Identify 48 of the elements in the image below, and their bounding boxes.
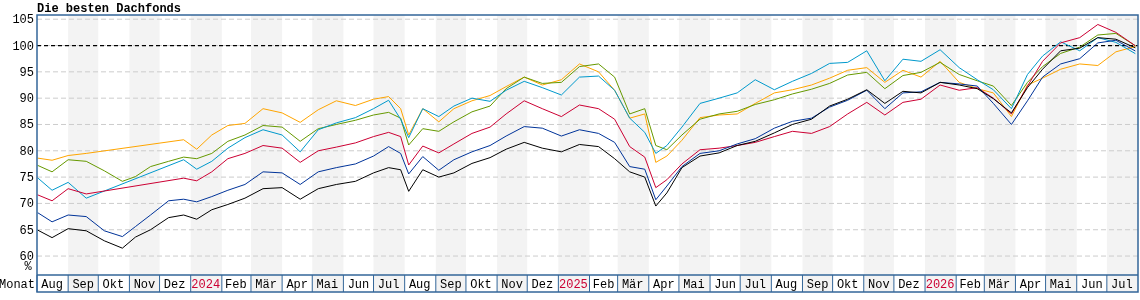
- y-tick-label: 105: [12, 13, 34, 28]
- x-tick-label: Apr: [286, 278, 308, 292]
- line-series: [37, 46, 1136, 163]
- y-tick-label: 100: [12, 39, 34, 54]
- x-tick-label: Jun: [714, 278, 736, 292]
- y-tick-label: 75: [19, 171, 34, 186]
- x-tick-label: Nov: [868, 278, 890, 292]
- x-tick-label: 2024: [191, 278, 221, 292]
- x-tick-label: Nov: [133, 278, 156, 292]
- x-tick-label: Jul: [744, 278, 767, 292]
- x-tick-label: Dez: [898, 278, 920, 292]
- chart-title: Die besten Dachfonds: [37, 2, 182, 16]
- x-tick-label: Feb: [225, 278, 247, 292]
- x-tick-label: Dez: [163, 278, 186, 292]
- x-tick-label: Aug: [408, 278, 431, 292]
- x-tick-label: Apr: [653, 278, 675, 292]
- x-tick-label: Okt: [836, 278, 859, 292]
- x-tick-label: Feb: [959, 278, 982, 292]
- x-tick-label: Mär: [988, 278, 1011, 292]
- x-tick-label: Feb: [592, 278, 615, 292]
- x-tick-label: Mai: [316, 278, 339, 292]
- x-tick-label: 2026: [925, 278, 955, 292]
- x-tick-label: 2025: [559, 278, 588, 292]
- y-tick-label: 80: [19, 144, 34, 159]
- y-tick-label: 90: [19, 92, 34, 107]
- y-tick-label: 70: [19, 197, 34, 212]
- y-tick-label: 85: [19, 118, 34, 133]
- x-tick-label: Aug: [775, 278, 798, 292]
- x-tick-label: Dez: [531, 278, 554, 292]
- x-tick-label: Nov: [501, 278, 523, 292]
- x-axis-title: Monat: [0, 278, 35, 292]
- x-tick-label: Sep: [440, 278, 462, 292]
- x-tick-label: Apr: [1019, 278, 1042, 292]
- x-tick-label: Sep: [806, 278, 829, 292]
- x-tick-label: Jun: [347, 278, 370, 292]
- x-tick-label: Aug: [41, 278, 63, 292]
- x-tick-label: Okt: [470, 278, 492, 292]
- y-tick-label: 95: [19, 65, 34, 80]
- x-tick-label: Sep: [72, 278, 95, 292]
- x-tick-label: Mai: [1049, 278, 1072, 292]
- x-tick-label: Jul: [1111, 278, 1133, 292]
- x-tick-label: Mai: [683, 278, 705, 292]
- x-tick-label: Jun: [1080, 278, 1103, 292]
- x-tick-label: Okt: [102, 278, 125, 292]
- x-tick-label: Mär: [255, 278, 277, 292]
- y-tick-label: 65: [19, 223, 34, 238]
- x-tick-label: Jul: [377, 278, 400, 292]
- x-tick-label: Mär: [621, 278, 644, 292]
